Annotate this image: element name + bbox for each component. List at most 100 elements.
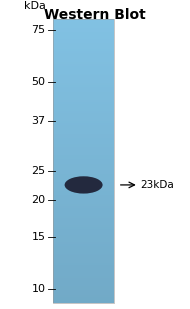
Bar [53,81,114,83]
Bar [53,280,114,282]
Bar [53,72,114,74]
Bar [53,212,114,214]
Bar [53,288,114,290]
Bar [53,36,114,37]
Bar [53,248,114,250]
Bar [53,79,114,81]
Bar [53,100,114,102]
Bar [53,161,114,163]
Bar [53,140,114,142]
Bar [53,147,114,149]
Bar [53,121,114,123]
Bar [53,19,114,20]
Bar [53,166,114,168]
Bar [53,155,114,157]
Bar [53,299,114,301]
Bar [53,151,114,153]
Bar [53,142,114,144]
Bar [53,195,114,197]
Bar [53,197,114,199]
Bar [53,295,114,297]
Bar [53,225,114,227]
Bar [53,204,114,206]
Bar [53,153,114,155]
Bar [53,191,114,193]
Bar [53,85,114,87]
Bar [53,159,114,161]
Bar [53,123,114,125]
Bar [53,94,114,96]
Bar [53,28,114,30]
Bar [53,185,114,187]
Bar [53,75,114,77]
Text: 23kDa: 23kDa [141,180,174,190]
Bar [53,219,114,221]
Bar [53,181,114,184]
Bar [53,98,114,100]
Bar [53,47,114,49]
Bar [53,223,114,225]
Bar [53,184,114,185]
Bar [53,32,114,34]
Bar [53,62,114,64]
Bar [53,259,114,261]
Bar [53,193,114,195]
Bar [53,22,114,24]
Bar [53,130,114,132]
Bar [53,278,114,280]
Bar [53,252,114,254]
Bar [53,115,114,117]
Bar [53,104,114,106]
Bar [53,201,114,202]
Bar [53,41,114,43]
Bar [53,254,114,256]
Bar [53,218,114,219]
Bar [53,106,114,108]
Bar [53,256,114,257]
Bar [53,229,114,231]
Bar [53,199,114,201]
Bar [53,297,114,299]
Bar [53,271,114,273]
Bar [53,293,114,295]
Bar [53,244,114,246]
Bar [53,172,114,174]
Bar [53,250,114,252]
Bar [53,206,114,208]
Bar [53,57,114,58]
Bar [53,221,114,223]
Bar [53,58,114,60]
Bar [53,265,114,267]
Bar [53,273,114,274]
Bar [53,129,114,130]
Bar [53,117,114,119]
Text: 25: 25 [32,166,46,176]
Bar [53,290,114,291]
Bar [53,43,114,45]
Bar [53,189,114,191]
Bar [53,208,114,210]
Bar [53,64,114,66]
Bar [53,45,114,47]
Text: Western Blot: Western Blot [44,8,146,22]
Bar [53,34,114,36]
Bar [53,180,114,181]
Bar [53,125,114,127]
Bar [53,30,114,32]
Bar [53,238,114,240]
Bar [53,138,114,140]
Bar [53,24,114,26]
Ellipse shape [65,176,103,193]
Bar [53,231,114,233]
Bar [53,96,114,98]
Bar [53,119,114,121]
Bar [53,286,114,288]
Bar [53,174,114,176]
Bar [53,284,114,286]
Bar [53,108,114,109]
Bar [53,164,114,166]
Bar [53,214,114,216]
Bar [53,55,114,57]
Bar [53,60,114,62]
Bar [53,51,114,53]
